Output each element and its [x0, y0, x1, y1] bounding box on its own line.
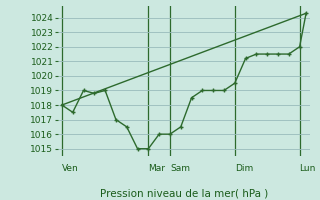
Text: Sam: Sam: [170, 164, 190, 173]
Text: Lun: Lun: [300, 164, 316, 173]
Text: Ven: Ven: [62, 164, 79, 173]
Text: Mar: Mar: [148, 164, 165, 173]
Text: Dim: Dim: [235, 164, 253, 173]
Text: Pression niveau de la mer( hPa ): Pression niveau de la mer( hPa ): [100, 189, 268, 199]
